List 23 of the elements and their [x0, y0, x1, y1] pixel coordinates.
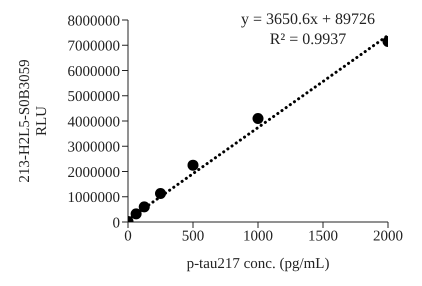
- point: [155, 188, 166, 199]
- annotation: R² = 0.9937: [268, 30, 348, 50]
- x-tick-label: 0: [124, 228, 132, 245]
- annotation: y = 3650.6x + 89726: [240, 10, 376, 30]
- point: [188, 160, 198, 171]
- y-axis-title: 213-H2L5-S0B3059 RLU: [17, 59, 50, 183]
- x-tick-label: 2000: [373, 228, 403, 245]
- point: [252, 112, 264, 124]
- y-tick-label: 2000000: [68, 164, 120, 181]
- y-tick-label: 3000000: [68, 140, 120, 156]
- y-tick-label: 4000000: [68, 114, 120, 130]
- y-tick-label: 6000000: [68, 64, 120, 80]
- y-tick-label: 5000000: [68, 89, 120, 106]
- point: [138, 201, 150, 212]
- y-tick-label: 0: [112, 215, 120, 232]
- x-tick-label: 500: [182, 228, 204, 245]
- y-tick-label: 7000000: [68, 38, 120, 55]
- x-axis-title: p-tau217 conc. (pg/mL): [186, 256, 330, 272]
- point: [130, 208, 142, 220]
- y-tick-label: 8000000: [68, 13, 120, 30]
- x-tick-label: 1500: [308, 228, 338, 245]
- y-tick-label: 1000000: [68, 190, 120, 206]
- x-tick-label: 1000: [243, 228, 273, 245]
